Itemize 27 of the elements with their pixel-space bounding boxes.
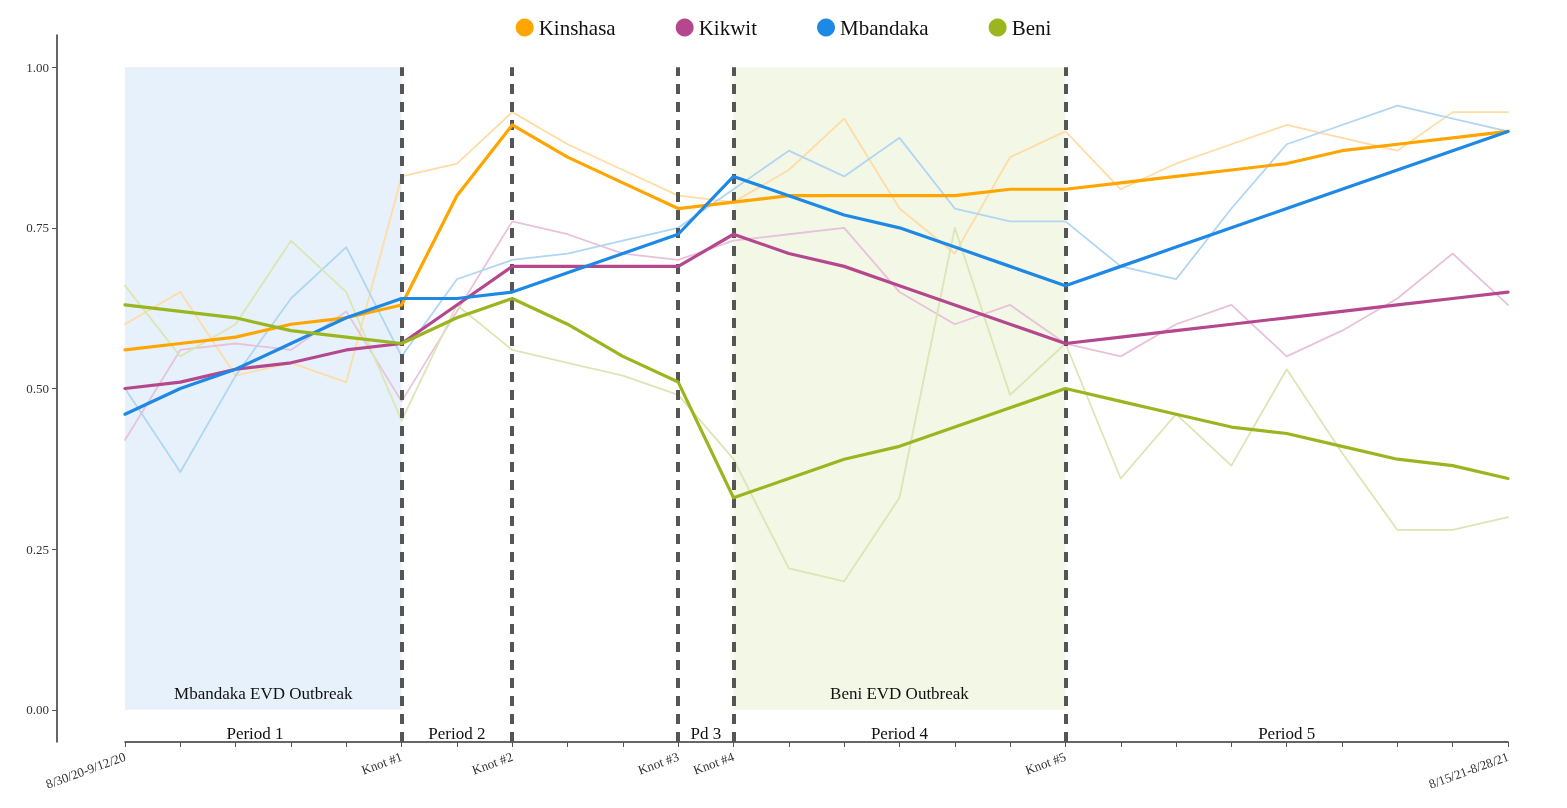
line-series — [124, 220, 1509, 441]
x-tick-label: Knot #4 — [691, 748, 737, 778]
x-tick-label: Knot #1 — [359, 748, 405, 778]
legend-label: Mbandaka — [840, 15, 930, 40]
line-series — [123, 129, 1510, 416]
x-tick-label: Knot #2 — [469, 748, 515, 778]
y-tick-label: 0.25 — [26, 541, 49, 557]
y-tick-label: 0.00 — [26, 702, 49, 718]
annotation: Period 1 — [226, 724, 284, 744]
legend-label: Kinshasa — [538, 15, 617, 40]
y-tick-label: 0.50 — [26, 381, 49, 396]
line-series — [124, 226, 1509, 583]
x-tick-label: Knot #3 — [635, 748, 681, 778]
annotation: Period 5 — [1258, 724, 1316, 744]
legend-label: Beni — [1011, 15, 1052, 40]
legend-label: Kikwit — [698, 15, 758, 40]
line-series — [123, 232, 1510, 391]
annotation: Period 4 — [870, 724, 929, 744]
line-series — [123, 296, 1510, 500]
annotation: Pd 3 — [690, 724, 722, 744]
line-series — [124, 111, 1509, 383]
band-label: Beni EVD Outbreak — [830, 683, 970, 703]
annotation: Period 2 — [428, 724, 486, 744]
band-label: Mbandaka EVD Outbreak — [174, 683, 354, 703]
y-tick-label: 1.00 — [26, 59, 49, 75]
y-tick-label: 0.75 — [26, 220, 49, 236]
x-tick-label: Knot #5 — [1023, 748, 1068, 778]
